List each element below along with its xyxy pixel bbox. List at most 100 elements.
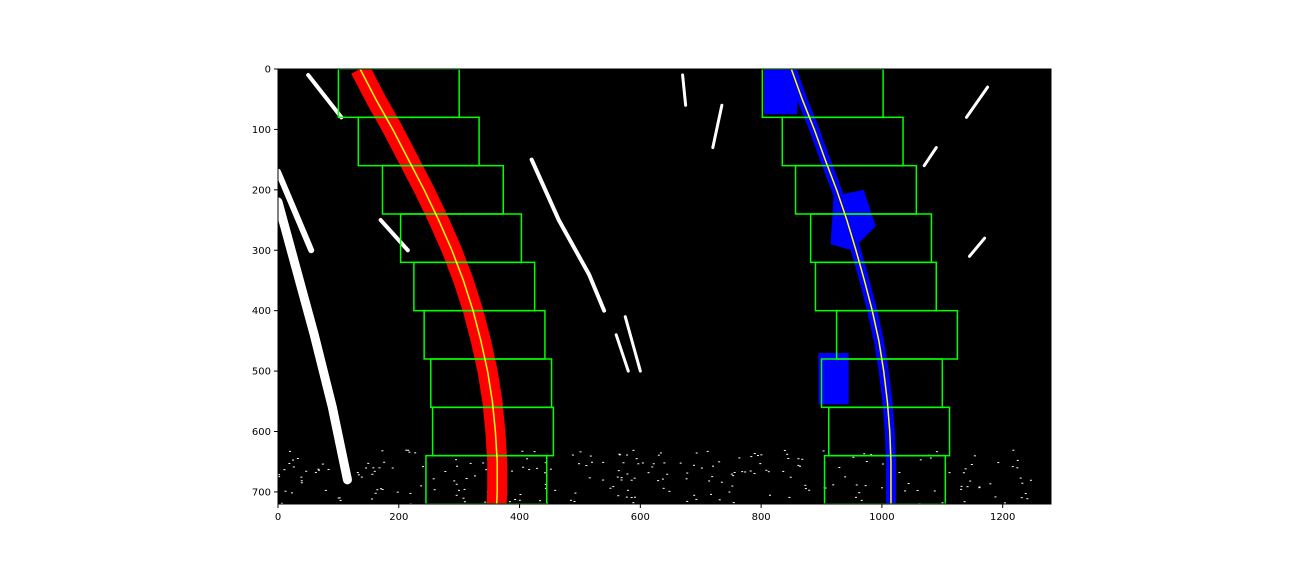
noise-pixel bbox=[858, 492, 861, 494]
noise-pixel bbox=[652, 463, 655, 465]
noise-pixel bbox=[767, 471, 770, 473]
noise-pixel bbox=[579, 451, 582, 453]
fit-line-layer bbox=[359, 69, 892, 504]
noise-pixel bbox=[457, 489, 460, 491]
noise-pixel bbox=[693, 494, 696, 496]
noise-pixel bbox=[371, 473, 374, 475]
noise-pixel bbox=[381, 488, 384, 490]
noise-pixel bbox=[804, 488, 807, 490]
noise-pixel bbox=[666, 473, 669, 475]
noise-pixel bbox=[760, 454, 763, 456]
noise-pixel bbox=[709, 493, 712, 495]
y-tick-label: 300 bbox=[252, 246, 271, 257]
noise-pixel bbox=[854, 496, 857, 498]
edge-pixels bbox=[967, 236, 987, 258]
noise-pixel bbox=[966, 486, 969, 488]
binary-pixel-layer bbox=[278, 73, 1032, 504]
noise-pixel bbox=[616, 476, 619, 478]
noise-pixel bbox=[728, 491, 731, 493]
noise-pixel bbox=[941, 502, 944, 504]
noise-pixel bbox=[635, 458, 638, 460]
edge-pixels bbox=[681, 73, 688, 107]
noise-pixel bbox=[348, 473, 351, 475]
noise-pixel bbox=[590, 461, 593, 463]
noise-pixel bbox=[960, 485, 963, 487]
noise-pixel bbox=[783, 450, 786, 452]
noise-pixel bbox=[396, 491, 399, 493]
noise-pixel bbox=[907, 483, 910, 485]
noise-pixel bbox=[695, 452, 698, 454]
noise-pixel bbox=[296, 458, 299, 460]
noise-pixel bbox=[916, 490, 919, 492]
noise-pixel bbox=[455, 459, 458, 461]
noise-pixel bbox=[692, 464, 695, 466]
x-tick-label: 1000 bbox=[869, 512, 894, 523]
noise-pixel bbox=[283, 469, 286, 471]
noise-pixel bbox=[1024, 493, 1027, 495]
y-tick-label: 200 bbox=[252, 185, 271, 196]
x-axis: 0 200 400 600 800 1000 1200 bbox=[275, 504, 1015, 523]
noise-pixel bbox=[535, 467, 538, 469]
noise-pixel bbox=[626, 489, 629, 491]
noise-pixel bbox=[750, 456, 753, 458]
noise-pixel bbox=[346, 466, 349, 468]
noise-pixel bbox=[370, 498, 373, 500]
noise-pixel bbox=[617, 495, 620, 497]
noise-pixel bbox=[1016, 459, 1019, 461]
noise-pixel bbox=[521, 450, 524, 452]
noise-pixel bbox=[753, 473, 756, 475]
noise-pixel bbox=[356, 472, 359, 474]
y-tick-label: 100 bbox=[252, 125, 271, 136]
noise-pixel bbox=[574, 492, 577, 494]
noise-pixel bbox=[686, 500, 689, 502]
noise-pixel bbox=[738, 457, 741, 459]
noise-pixel bbox=[657, 454, 660, 456]
noise-pixel bbox=[994, 496, 997, 498]
noise-pixel bbox=[554, 489, 557, 491]
noise-pixel bbox=[378, 467, 381, 469]
noise-pixel bbox=[528, 469, 531, 471]
noise-pixel bbox=[679, 462, 682, 464]
noise-pixel bbox=[1026, 498, 1029, 500]
noise-pixel bbox=[444, 471, 447, 473]
noise-pixel bbox=[768, 494, 771, 496]
noise-pixel bbox=[508, 501, 511, 503]
noise-pixel bbox=[935, 451, 938, 453]
noise-pixel bbox=[838, 467, 841, 469]
noise-pixel bbox=[661, 478, 664, 480]
noise-pixel bbox=[617, 470, 620, 472]
noise-pixel bbox=[822, 450, 825, 452]
noise-pixel bbox=[651, 466, 654, 468]
noise-pixel bbox=[360, 476, 363, 478]
noise-pixel bbox=[544, 487, 547, 489]
noise-pixel bbox=[455, 494, 458, 496]
noise-pixel bbox=[342, 453, 345, 455]
noise-pixel bbox=[338, 497, 341, 499]
noise-pixel bbox=[964, 468, 967, 470]
noise-pixel bbox=[978, 486, 981, 488]
noise-pixel bbox=[1029, 479, 1032, 481]
x-tick-label: 600 bbox=[631, 512, 650, 523]
noise-pixel bbox=[863, 453, 866, 455]
noise-pixel bbox=[865, 460, 868, 462]
noise-pixel bbox=[852, 456, 855, 458]
noise-pixel bbox=[619, 454, 622, 456]
noise-pixel bbox=[533, 451, 536, 453]
noise-pixel bbox=[288, 450, 291, 452]
noise-pixel bbox=[765, 469, 768, 471]
noise-pixel bbox=[1003, 502, 1006, 504]
x-tick-label: 800 bbox=[752, 512, 771, 523]
noise-pixel bbox=[349, 476, 352, 478]
noise-pixel bbox=[455, 483, 458, 485]
noise-pixel bbox=[647, 472, 650, 474]
edge-pixels bbox=[614, 333, 630, 373]
noise-pixel bbox=[381, 450, 384, 452]
edge-pixels bbox=[623, 315, 642, 373]
noise-pixel bbox=[633, 477, 636, 479]
noise-pixel bbox=[962, 472, 965, 474]
noise-pixel bbox=[695, 498, 698, 500]
noise-pixel bbox=[405, 449, 408, 451]
noise-pixel bbox=[718, 499, 721, 501]
noise-pixel bbox=[341, 457, 344, 459]
noise-pixel bbox=[571, 454, 574, 456]
